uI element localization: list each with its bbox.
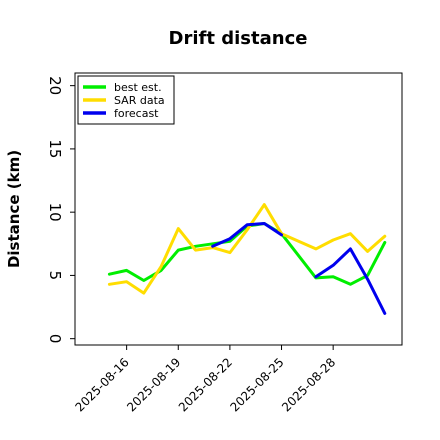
y-tick-label-1: 5 (46, 271, 64, 281)
y-axis: 0 5 10 15 20 (46, 76, 75, 343)
x-tick-label-2: 2025-08-22 (176, 355, 235, 414)
x-axis: 2025-08-162025-08-192025-08-222025-08-25… (73, 345, 338, 414)
y-tick-label-0: 0 (46, 334, 64, 344)
legend-label-2: forecast (114, 107, 159, 120)
y-tick-label-3: 15 (46, 139, 64, 158)
y-tick-label-2: 10 (46, 203, 64, 222)
series-line-3 (314, 247, 387, 315)
y-tick-label-4: 20 (46, 76, 64, 95)
x-tick-label-1: 2025-08-19 (124, 355, 183, 414)
series-line-1 (107, 203, 387, 295)
y-axis-label: Distance (km) (5, 150, 23, 268)
x-tick-label-0: 2025-08-16 (73, 355, 132, 414)
chart-title: Drift distance (169, 28, 308, 49)
series-layer (107, 203, 387, 315)
legend-label-0: best est. (114, 81, 162, 94)
series-line-2 (211, 222, 283, 248)
series-line-0 (107, 222, 387, 286)
legend-label-1: SAR data (114, 94, 165, 107)
plot-frame (74, 72, 403, 346)
x-tick-label-3: 2025-08-25 (227, 355, 286, 414)
x-tick-label-4: 2025-08-28 (279, 355, 338, 414)
